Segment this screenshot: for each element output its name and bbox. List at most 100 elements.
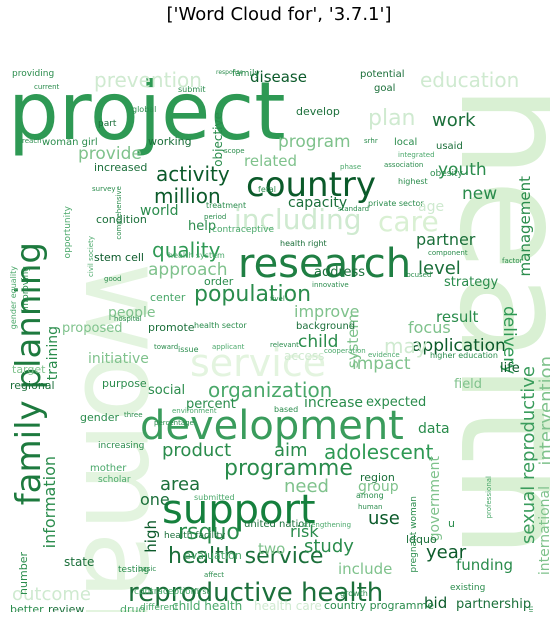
word-first: first: [194, 587, 210, 596]
word-comprehensive: comprehensive: [115, 186, 123, 240]
word-provide: provide: [78, 144, 142, 164]
word-improve: improve: [294, 302, 360, 321]
word-issue: issue: [178, 345, 199, 354]
word-affect: affect: [204, 571, 225, 579]
word-focused: focused: [404, 271, 432, 279]
word-result: result: [436, 308, 479, 326]
word-group: group: [358, 479, 399, 495]
word-quality: quality: [152, 238, 221, 262]
word-health-facility: health facility: [164, 531, 226, 541]
word-expected: expected: [366, 395, 427, 410]
word-basic: basic: [138, 565, 157, 573]
word-family: family: [232, 69, 260, 79]
word-new: new: [462, 184, 498, 204]
word-child: child: [298, 332, 339, 352]
word-goal: goal: [374, 83, 396, 94]
word-order: order: [204, 275, 234, 288]
word-field: field: [454, 377, 483, 392]
word-higher-education: higher education: [430, 351, 498, 360]
word-research: research: [238, 241, 412, 287]
word-bid: bid: [424, 594, 448, 612]
word-condition: condition: [96, 213, 147, 226]
word-reproductive-health: reproductive health: [128, 578, 384, 608]
word-phase: phase: [340, 163, 362, 171]
word-woman-girl: woman girl: [42, 137, 98, 148]
word-existing: existing: [450, 583, 486, 593]
word-population: population: [194, 282, 312, 307]
word-high: high: [142, 520, 160, 553]
word-project: project: [8, 66, 286, 158]
word-standard: standard: [338, 205, 370, 213]
word-partnership: partnership: [456, 597, 532, 612]
word-promote: promote: [148, 321, 195, 334]
word-region: region: [360, 471, 395, 484]
word-contraception: contraception: [134, 587, 197, 597]
word-target: target: [12, 363, 46, 376]
word-approach: approach: [148, 260, 228, 280]
word-state: state: [64, 555, 95, 569]
word-review: review: [48, 603, 85, 612]
word-response: response: [216, 69, 244, 76]
word-current: current: [34, 83, 60, 91]
word-private-sector: private sector: [368, 199, 424, 208]
word-based: based: [274, 405, 299, 414]
word-use: use: [368, 508, 400, 529]
word-risk: risk: [290, 522, 319, 541]
word-among: among: [356, 491, 384, 500]
word-environment: environment: [172, 407, 217, 415]
word-world: world: [140, 203, 179, 219]
word-testing: testing: [118, 565, 150, 575]
word-association: association: [384, 161, 424, 169]
word-development: development: [140, 403, 404, 449]
word-work: work: [432, 110, 476, 131]
word-reach: reach: [22, 137, 42, 145]
word-international: international: [537, 486, 550, 576]
word-stem-cell: stem cell: [94, 251, 144, 264]
word-human: human: [358, 503, 383, 511]
word-three: three: [124, 411, 143, 419]
word-factor: factor: [502, 257, 523, 265]
word-help: help: [188, 219, 217, 234]
word-working: working: [148, 135, 192, 148]
word-youth: youth: [438, 160, 487, 180]
word-service: service: [190, 341, 327, 385]
word-percentage: percentage: [154, 419, 194, 427]
word-good: good: [104, 275, 122, 283]
word-country: country: [246, 165, 377, 205]
word-organization: organization: [208, 378, 333, 402]
word-contraceptive: contraceptive: [212, 225, 274, 235]
word-objective: objective: [211, 112, 225, 167]
word-usaid: usaid: [436, 141, 463, 152]
word-disease: disease: [250, 68, 307, 86]
word-activity: activity: [156, 162, 230, 186]
word-health-care: health care: [254, 599, 322, 612]
word-drug: drug: [120, 603, 146, 612]
word-may: may: [384, 334, 428, 358]
word-programme: programme: [224, 456, 353, 481]
word-better: better: [10, 603, 44, 612]
word-related: related: [244, 152, 298, 170]
word-providing: providing: [12, 69, 55, 79]
word-education: education: [420, 68, 520, 92]
word-strengthening: strengthening: [302, 521, 352, 529]
word-outcome: outcome: [12, 584, 91, 605]
word-highest: highest: [398, 177, 428, 186]
word-potential: potential: [360, 69, 405, 80]
word-rsquo: rsquo: [178, 520, 240, 545]
word-center: center: [150, 291, 186, 304]
word-increasing: increasing: [98, 441, 145, 451]
word-relevant: relevant: [270, 341, 299, 349]
word-strategy: strategy: [444, 275, 499, 290]
word-growth: growth: [340, 589, 368, 598]
word-application: application: [412, 336, 506, 356]
word-study: study: [304, 536, 354, 557]
word-fetal: fetal: [258, 185, 276, 194]
word-health-system: health system: [168, 251, 225, 260]
word-evaluation: evaluation: [184, 549, 242, 562]
word-social: social: [148, 383, 186, 398]
word-united-nation: united nation: [244, 519, 311, 530]
word-level: level: [418, 258, 461, 279]
word-toward: toward: [154, 343, 179, 351]
word-submit: submit: [178, 85, 206, 94]
word-pregnant-woman: pregnant woman: [409, 496, 419, 573]
